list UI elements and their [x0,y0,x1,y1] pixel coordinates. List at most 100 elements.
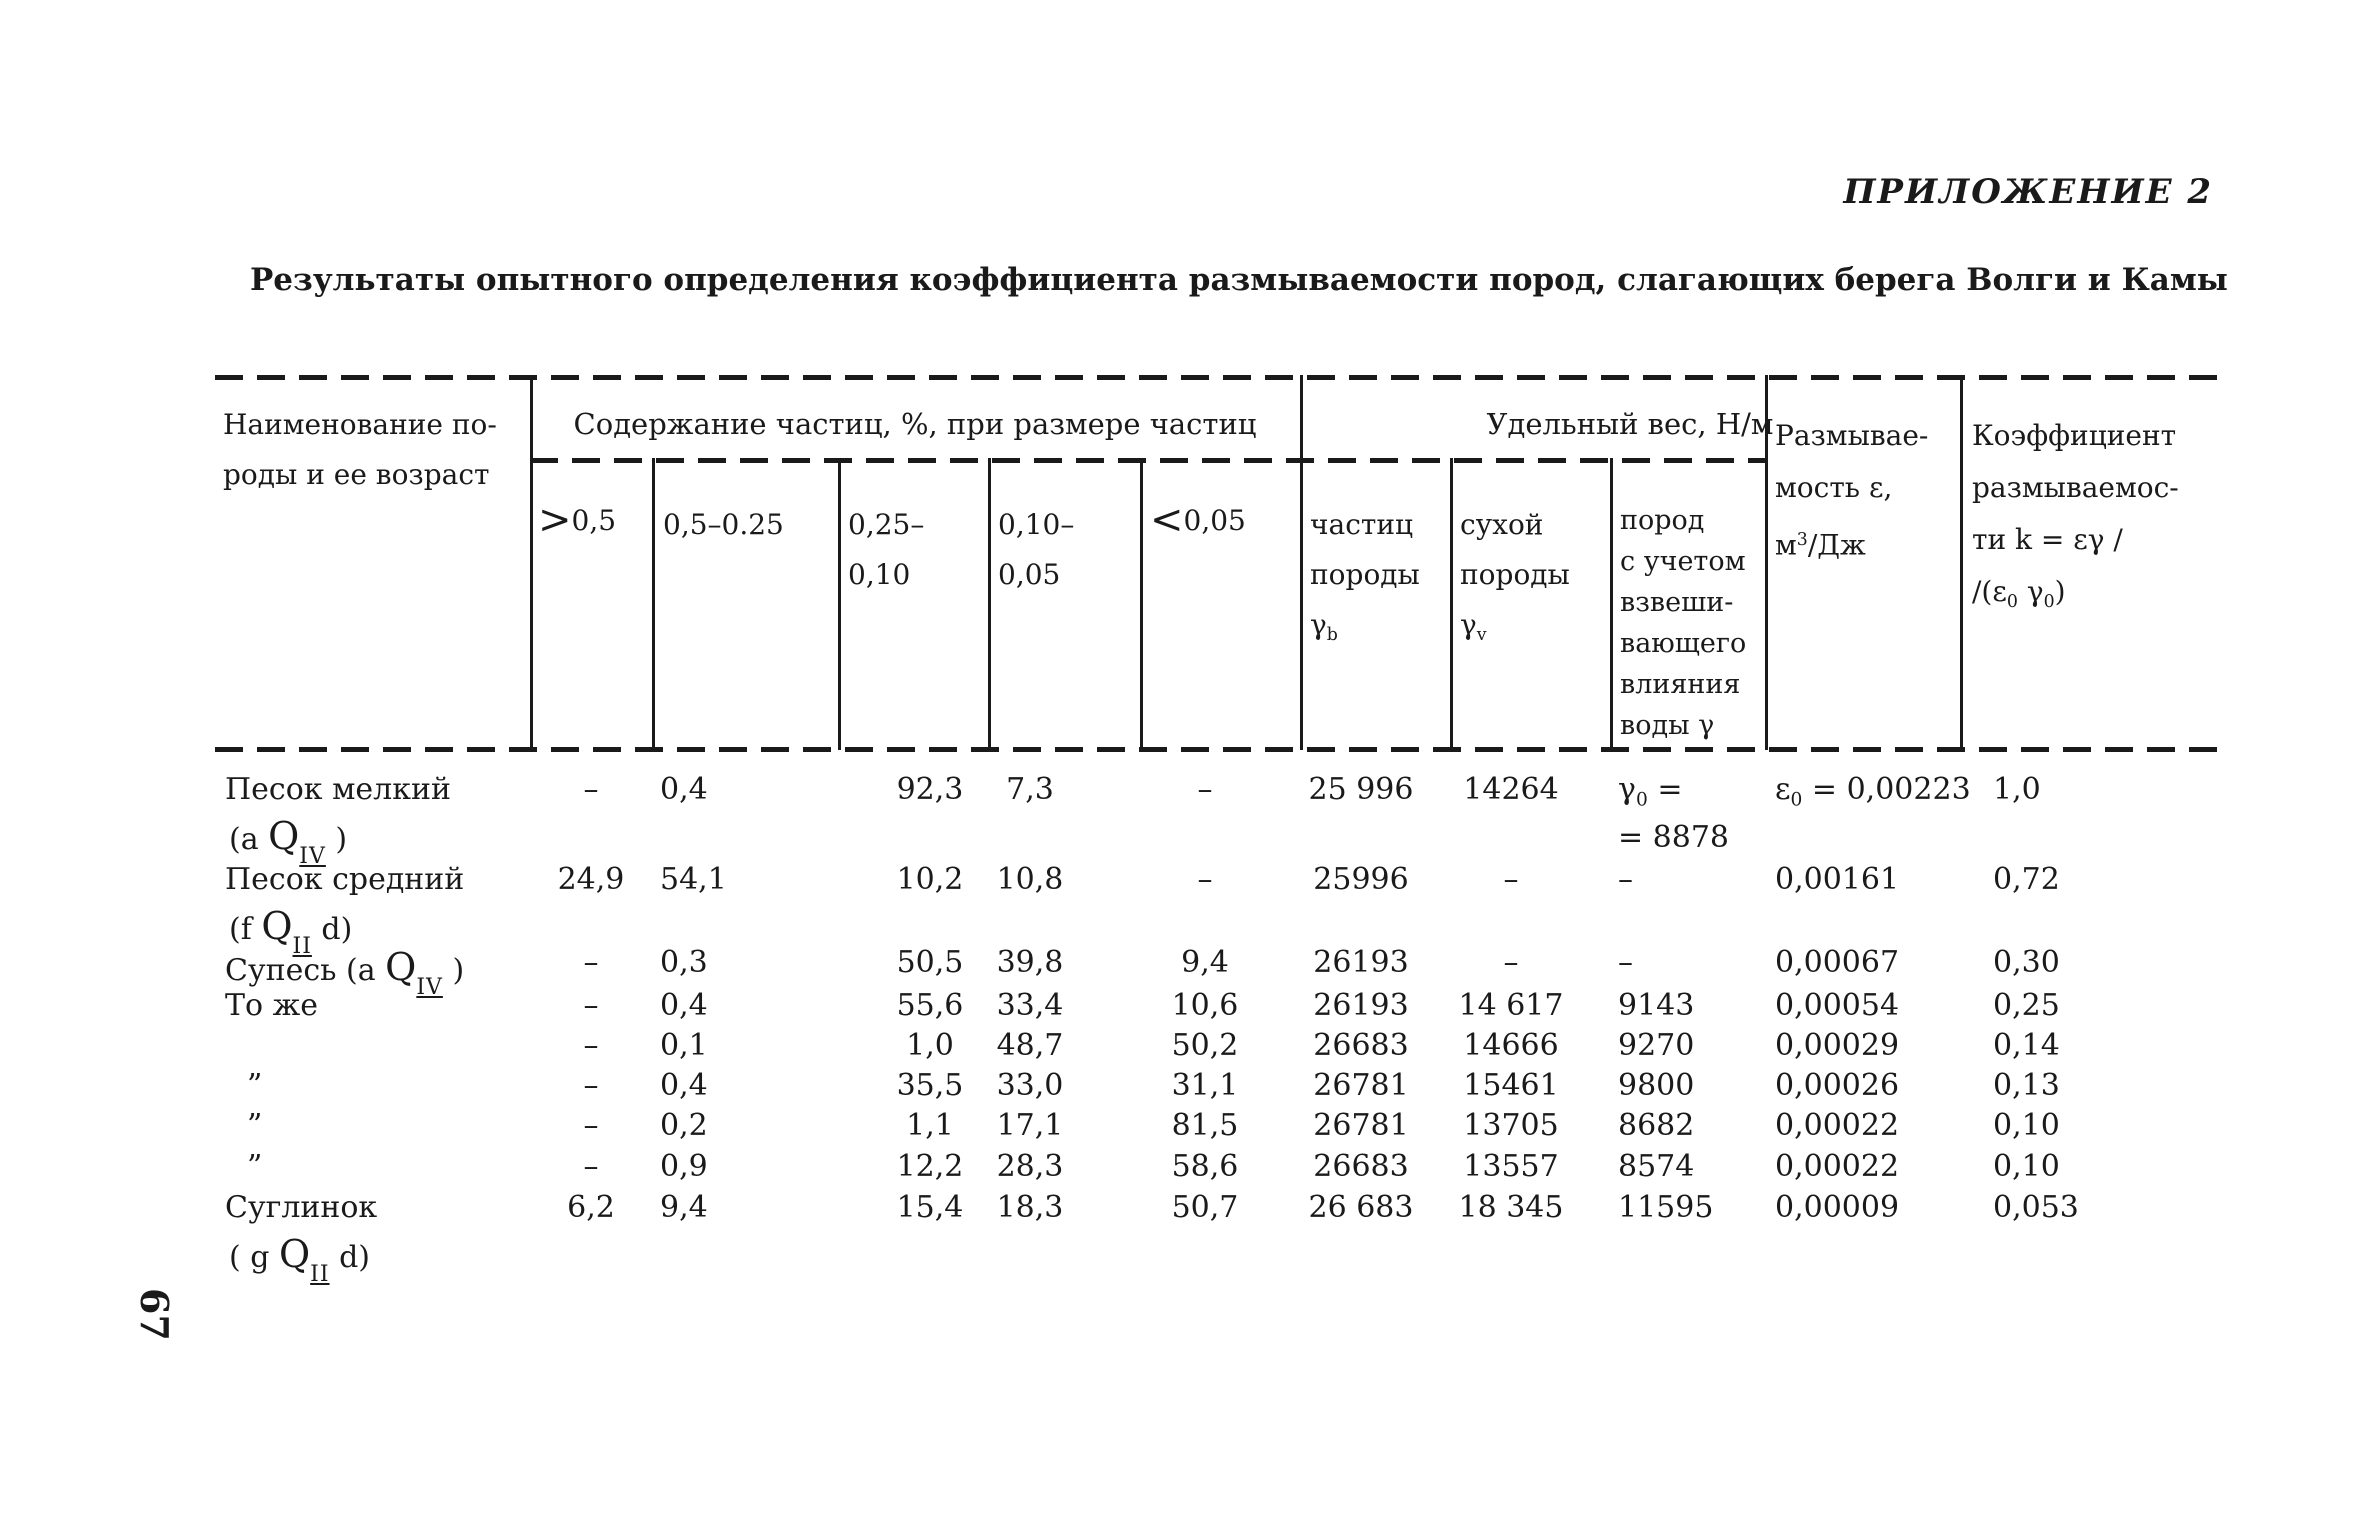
cell-lt005: 31,1 [1171,1068,1239,1103]
cell-weight-dry: – [1503,945,1519,980]
cell-010-005: 33,0 [996,1068,1064,1103]
header-erodibility-unit-j: /Дж [1807,528,1866,562]
cell-coefficient: 0,10 [1993,1149,2060,1184]
cell-weight-particles: 25 996 [1308,772,1414,807]
header-size-010-005-line2: 0,05 [998,558,1061,591]
cell-coefficient: 1,0 [1993,772,2041,807]
cell-gt05: 24,9 [557,862,625,897]
cell-weight-particles: 26683 [1313,1028,1409,1063]
cell-lt005: 9,4 [1181,945,1229,980]
cell-010-005: 39,8 [996,945,1064,980]
cell-gt05: – [583,1068,599,1103]
rock-name: То же [225,988,318,1023]
gamma-symbol: γ [1310,608,1327,641]
table-row: ” – 0,2 1,1 17,1 81,5 26781 13705 8682 0… [215,1108,2235,1154]
ditto-mark: ” [247,1108,263,1143]
cell-025-010: 92,3 [896,772,964,807]
cell-weight-particles: 26781 [1313,1108,1409,1143]
cell-weight-suspended: 9270 [1618,1028,1695,1063]
rock-age-formula: (f QII d) [229,904,352,959]
cubed-superscript: 3 [1796,530,1808,550]
header-weight-dry: сухой породы γv [1460,500,1570,660]
cell-weight-suspended: 9143 [1618,988,1695,1023]
column-divider [652,458,655,750]
rock-name: Супесь (a QIV ) [225,945,464,1000]
cell-weight-dry: 14264 [1463,772,1559,807]
formula-prefix: (a [229,822,269,857]
cell-05-025: 0,1 [660,1028,708,1063]
header-rock-name: Наименование по- роды и ее возраст [223,400,497,500]
header-weight-suspended-line5: влияния [1620,669,1741,700]
header-erodibility-unit-m: м [1775,528,1797,562]
header-weight-particles-line2: породы [1310,558,1420,591]
header-weight-suspended: пород с учетом взвеши- вающего влияния в… [1620,500,1746,746]
header-group-particles: Содержание частиц, %, при размере частиц [573,407,1257,441]
rock-age-formula: (a QIV ) [229,814,347,869]
cell-05-025: 0,4 [660,1068,708,1103]
ditto-mark: ” [247,1149,263,1184]
cell-010-005: 33,4 [996,988,1064,1023]
formula-suffix: ) [442,953,465,988]
header-erodibility: Размывае- мость ε, м3/Дж [1775,410,1928,572]
cell-gt05: – [583,1149,599,1184]
table-row: Супесь (a QIV ) – 0,3 50,5 39,8 9,4 2619… [215,945,2235,1000]
header-weight-suspended-line6: воды γ [1620,710,1715,741]
cell-erodibility: 0,00029 [1775,1028,1900,1063]
column-divider [1960,375,1963,750]
cell-010-005: 17,1 [996,1108,1064,1143]
header-weight-suspended-line3: взвеши- [1620,587,1734,618]
cell-weight-particles: 26193 [1313,988,1409,1023]
cell-coefficient: 0,25 [1993,988,2060,1023]
column-divider [530,375,533,750]
formula-q: Q [278,1232,311,1276]
cell-weight-suspended: γ0 = [1618,772,1682,811]
cell-weight-dry: 18 345 [1458,1190,1564,1225]
header-size-gt05-value: 0,5 [571,504,617,537]
less-than-sign: < [1150,497,1184,543]
header-coefficient-line1: Коэффициент [1972,419,2177,452]
header-size-025-010: 0,25– 0,10 [848,500,924,600]
cell-05-025: 54,1 [660,862,727,897]
cell-05-025: 0,4 [660,988,708,1023]
formula-suffix: d) [329,1240,370,1275]
table-row: То же – 0,4 55,6 33,4 10,6 26193 14 617 … [215,988,2235,1034]
formula-q: Q [261,904,293,948]
formula-subscript: II [310,1262,330,1287]
cell-gt05: – [583,1108,599,1143]
cell-lt005: – [1197,862,1213,897]
rock-name-text: Песок мелкий [225,772,451,807]
cell-lt005: 58,6 [1171,1149,1239,1184]
cell-erodibility: 0,00054 [1775,988,1900,1023]
cell-weight-suspended: 8682 [1618,1108,1695,1143]
header-body-divider [215,747,2228,752]
rock-name: Песок мелкий [225,772,451,807]
header-weight-dry-line2: породы [1460,558,1570,591]
cell-weight-suspended: – [1618,945,1633,980]
header-weight-suspended-line2: с учетом [1620,546,1746,577]
cell-erodibility: 0,00161 [1775,862,1900,897]
epsilon-symbol: ε [1775,772,1791,807]
cell-weight-particles: 26683 [1313,1149,1409,1184]
cell-010-005: 48,7 [996,1028,1064,1063]
formula-prefix: ( g [229,1240,279,1275]
header-rock-name-line1: Наименование по- [223,408,497,441]
cell-erodibility: 0,00026 [1775,1068,1900,1103]
cell-weight-dry: 14666 [1463,1028,1559,1063]
cell-010-005: 28,3 [996,1149,1064,1184]
header-coefficient-formula2: /(ε [1972,575,2007,608]
cell-010-005: 7,3 [1006,772,1054,807]
cell-erodibility: 0,00009 [1775,1190,1900,1225]
table-row: Суглинок ( g QII d) 6,2 9,4 15,4 18,3 50… [215,1190,2235,1287]
table-top-border [215,375,2228,380]
formula-subscript: IV [299,844,326,869]
column-divider [838,458,841,750]
header-rock-name-line2: роды и ее возраст [223,458,490,491]
column-divider [988,458,991,750]
header-size-05-025: 0,5–0.25 [663,508,784,541]
cell-weight-dry: 14 617 [1458,988,1564,1023]
cell-coefficient: 0,30 [1993,945,2060,980]
cell-erodibility: 0,00022 [1775,1149,1900,1184]
header-weight-particles-line1: частиц [1310,508,1414,541]
cell-lt005: 50,7 [1171,1190,1239,1225]
cell-025-010: 1,0 [906,1028,954,1063]
